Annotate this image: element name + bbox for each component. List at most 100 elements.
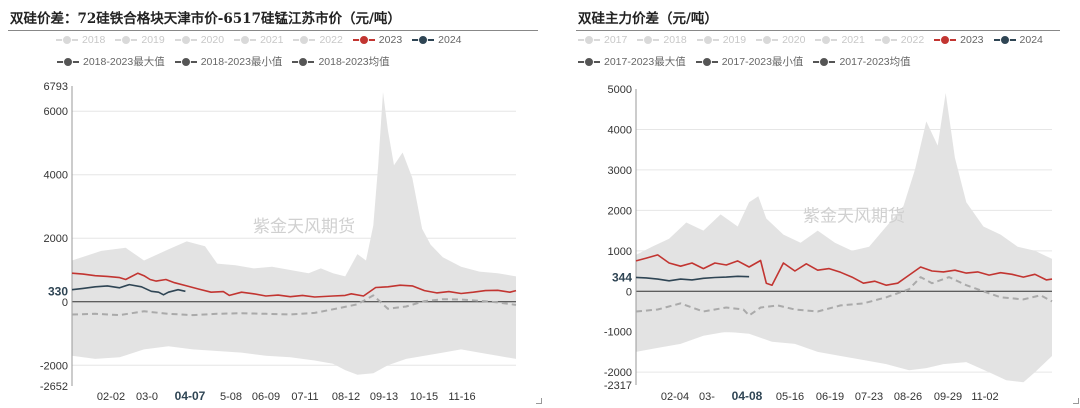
x-tick-label: 07-11 (291, 391, 318, 403)
legend-label: 2018 (663, 34, 687, 46)
legend-item[interactable]: 2023 (934, 34, 984, 46)
legend-marker-icon (174, 56, 197, 68)
legend-item[interactable]: 2018 (56, 34, 105, 46)
x-axis-pointer-label: 04-08 (732, 389, 763, 403)
legend-marker-icon (56, 34, 78, 46)
y-tick-label: 2000 (44, 233, 68, 245)
series-line-2018-2023均值 (71, 294, 517, 317)
legend-item[interactable]: 2019 (696, 34, 747, 46)
resize-handle[interactable] (536, 398, 542, 404)
chart-panel-silicon-spread: 双硅价差：72硅铁合格块天津市价-6517硅锰江苏市价（元/吨） 2018 201… (0, 0, 542, 408)
y-tick-label: -2317 (604, 380, 632, 392)
legend-item[interactable]: 2024 (412, 34, 462, 46)
legend-label: 2018-2023均值 (318, 56, 390, 68)
legend-marker-icon (637, 34, 660, 46)
legend-label: 2020 (200, 34, 225, 46)
legend-item[interactable]: 2022 (293, 34, 343, 46)
title-divider (8, 30, 538, 31)
legend-item[interactable]: 2017-2023最小值 (695, 54, 804, 69)
legend-marker-icon (352, 34, 375, 46)
x-tick-label: 07-23 (855, 391, 883, 403)
legend-item[interactable]: 2018-2023最小值 (174, 54, 283, 69)
legend-marker-icon (115, 34, 138, 46)
x-tick-label: 08-26 (894, 391, 922, 403)
x-tick-label: 06-19 (816, 391, 844, 403)
legend-item[interactable]: 2021 (815, 34, 865, 46)
legend-item[interactable]: 2018-2023最大值 (57, 54, 165, 69)
y-tick-label: 4000 (608, 124, 632, 136)
legend-label: 2017-2023均值 (839, 56, 911, 68)
chart-plot[interactable]: 6793 6000 4000 2000 0 -2000 -2652 紫金天风期货 02-02 03… (0, 0, 540, 408)
legend-label: 2018-2023最小值 (200, 56, 283, 68)
x-axis-pointer-label: 04-07 (175, 389, 206, 403)
title-divider (576, 30, 1060, 31)
x-tick-label: 09-29 (934, 391, 962, 403)
y-tick-label: 0 (62, 297, 68, 309)
x-tick-label: 05-16 (776, 391, 804, 403)
legend-item[interactable]: 2023 (352, 34, 403, 46)
legend-item[interactable]: 2020 (174, 34, 225, 46)
y-axis-pointer-label: 344 (612, 270, 632, 284)
x-tick-label: 11-02 (971, 391, 998, 403)
legend-marker-icon (292, 56, 315, 68)
legend-row-years: 2017 2018 2019 2020 2021 2022 2023 2024 (578, 34, 1053, 46)
legend-label: 2024 (1019, 34, 1043, 46)
legend-item[interactable]: 2018-2023均值 (292, 54, 390, 69)
legend-label: 2019 (141, 34, 165, 46)
chart-title: 双硅价差：72硅铁合格块天津市价-6517硅锰江苏市价（元/吨） (10, 11, 401, 27)
y-axis-pointer-label: 330 (48, 284, 68, 298)
legend-marker-icon (57, 56, 79, 68)
legend-label: 2024 (438, 34, 462, 46)
legend-marker-icon (874, 34, 897, 46)
series-line-2023 (635, 254, 1053, 287)
legend-marker-icon (174, 34, 197, 46)
series-line-2024 (635, 275, 750, 282)
x-tick-label: 5-08 (220, 391, 242, 403)
y-tick-label: 5000 (608, 84, 632, 96)
legend-label: 2023 (378, 34, 403, 46)
y-tick-label: 6793 (44, 81, 68, 93)
chart-plot[interactable]: 5000 4000 3000 2000 1000 0 -1000 -2000-2317 紫金天风… (568, 0, 1080, 408)
legend-label: 2022 (900, 34, 925, 46)
legend-item[interactable]: 2017 (578, 34, 627, 46)
min-max-band (636, 93, 1052, 383)
series-line-2023 (71, 272, 517, 298)
legend-row-years: 2018 2019 2020 2021 2022 2023 2024 (56, 34, 472, 46)
y-tick-label: 1000 (608, 246, 632, 258)
legend-label: 2019 (722, 34, 747, 46)
x-tick-label: 02-02 (97, 391, 125, 403)
min-max-band (72, 92, 516, 375)
legend-item[interactable]: 2017-2023均值 (813, 54, 911, 69)
legend-label: 2018 (82, 34, 106, 46)
legend-label: 2023 (960, 34, 984, 46)
watermark: 紫金天风期货 (803, 206, 905, 226)
chart-panel-main-contract-spread: 双硅主力价差（元/吨） 2017 2018 2019 2020 2021 2022 2023… (568, 0, 1080, 408)
series-line-2024 (71, 283, 186, 296)
watermark: 紫金天风期货 (253, 217, 355, 237)
chart-title: 双硅主力价差（元/吨） (578, 11, 718, 27)
legend-label: 2017-2023最大值 (604, 56, 686, 68)
x-tick-label: 08-12 (332, 391, 360, 403)
y-tick-label: -2000 (40, 360, 68, 372)
legend-marker-icon (578, 34, 600, 46)
legend-item[interactable]: 2019 (115, 34, 165, 46)
legend-item[interactable]: 2022 (874, 34, 925, 46)
legend-label: 2020 (782, 34, 806, 46)
legend-label: 2017-2023最小值 (721, 56, 804, 68)
legend-item[interactable]: 2018 (637, 34, 687, 46)
y-tick-label: 6000 (44, 106, 68, 118)
legend-item[interactable]: 2017-2023最大值 (578, 54, 686, 69)
legend-label: 2022 (319, 34, 343, 46)
legend-item[interactable]: 2021 (234, 34, 283, 46)
y-tick-label: -2000 (604, 367, 632, 379)
y-tick-label: 4000 (44, 170, 68, 182)
legend-item[interactable]: 2024 (993, 34, 1043, 46)
y-tick-label: 0 (626, 286, 632, 298)
legend-marker-icon (695, 56, 718, 68)
legend-label: 2018-2023最大值 (83, 56, 165, 68)
legend-label: 2017 (604, 34, 628, 46)
resize-handle[interactable] (1073, 398, 1079, 404)
legend-item[interactable]: 2020 (756, 34, 805, 46)
legend-marker-icon (756, 34, 779, 46)
